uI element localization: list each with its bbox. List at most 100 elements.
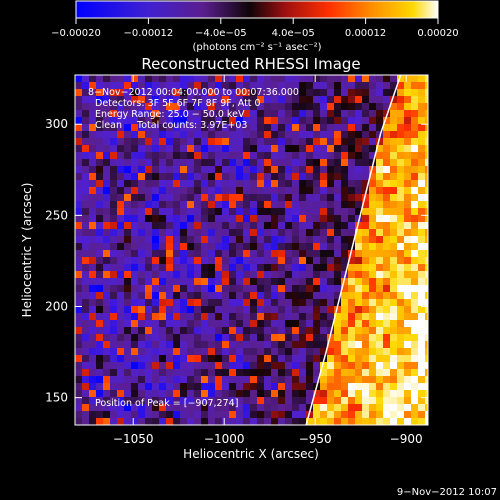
heatmap-cell xyxy=(103,341,111,349)
heatmap-cell xyxy=(131,355,139,363)
heatmap-cell xyxy=(166,292,174,300)
heatmap-cell xyxy=(418,418,426,425)
heatmap-cell xyxy=(355,131,363,139)
heatmap-cell xyxy=(369,201,377,209)
heatmap-cell xyxy=(222,278,230,286)
heatmap-cell xyxy=(292,348,300,356)
heatmap-cell xyxy=(173,299,181,307)
heatmap-cell xyxy=(334,334,342,342)
heatmap-cell xyxy=(243,236,251,244)
heatmap-cell xyxy=(110,166,118,174)
heatmap-cell xyxy=(285,271,293,279)
heatmap-cell xyxy=(215,313,223,321)
heatmap-cell xyxy=(110,292,118,300)
heatmap-cell xyxy=(159,110,167,118)
heatmap-cell xyxy=(96,362,104,370)
heatmap-cell xyxy=(334,159,342,167)
heatmap-cell xyxy=(96,341,104,349)
heatmap-cell xyxy=(180,411,188,419)
heatmap-cell xyxy=(201,334,209,342)
heatmap-cell xyxy=(229,222,237,230)
heatmap-cell xyxy=(397,131,405,139)
heatmap-cell xyxy=(222,89,230,97)
heatmap-cell xyxy=(369,306,377,314)
x-tick-label: −1000 xyxy=(204,432,245,446)
heatmap-cell xyxy=(145,271,153,279)
heatmap-cell xyxy=(103,390,111,398)
heatmap-cell xyxy=(327,138,335,146)
heatmap-cell xyxy=(82,250,90,258)
heatmap-cell xyxy=(103,362,111,370)
heatmap-cell xyxy=(320,236,328,244)
y-tick-label: 300 xyxy=(45,117,68,131)
heatmap-cell xyxy=(341,222,349,230)
heatmap-cell xyxy=(397,257,405,265)
heatmap-cell xyxy=(131,96,139,104)
heatmap-cell xyxy=(397,243,405,251)
heatmap-cell xyxy=(173,383,181,391)
heatmap-cell xyxy=(166,404,174,412)
heatmap-cell xyxy=(222,313,230,321)
heatmap-cell xyxy=(201,327,209,335)
heatmap-cell xyxy=(194,306,202,314)
heatmap-cell xyxy=(96,103,104,111)
heatmap-cell xyxy=(159,236,167,244)
heatmap-cell xyxy=(208,320,216,328)
heatmap-cell xyxy=(75,208,83,216)
heatmap-cell xyxy=(362,131,370,139)
heatmap-cell xyxy=(96,159,104,167)
heatmap-cell xyxy=(278,110,286,118)
heatmap-cell xyxy=(159,320,167,328)
heatmap-cell xyxy=(152,152,160,160)
heatmap-cell xyxy=(173,278,181,286)
heatmap-cell xyxy=(96,404,104,412)
heatmap-cell xyxy=(362,271,370,279)
heatmap-cell xyxy=(397,334,405,342)
heatmap-cell xyxy=(278,180,286,188)
heatmap-cell xyxy=(257,243,265,251)
heatmap-cell xyxy=(229,103,237,111)
heatmap-cell xyxy=(159,355,167,363)
heatmap-cell xyxy=(299,138,307,146)
heatmap-cell xyxy=(418,180,426,188)
heatmap-cell xyxy=(418,362,426,370)
heatmap-cell xyxy=(355,327,363,335)
heatmap-cell xyxy=(362,334,370,342)
heatmap-cell xyxy=(215,75,223,83)
heatmap-cell xyxy=(243,89,251,97)
heatmap-cell xyxy=(110,383,118,391)
heatmap-cell xyxy=(250,355,258,363)
heatmap-cell xyxy=(180,390,188,398)
heatmap-cell xyxy=(285,131,293,139)
heatmap-cell xyxy=(152,208,160,216)
heatmap-cell xyxy=(173,173,181,181)
heatmap-cell xyxy=(117,215,125,223)
heatmap-cell xyxy=(397,348,405,356)
heatmap-cell xyxy=(250,390,258,398)
heatmap-cell xyxy=(180,383,188,391)
heatmap-cell xyxy=(166,411,174,419)
heatmap-cell xyxy=(89,194,97,202)
heatmap-cell xyxy=(411,145,419,153)
heatmap-cell xyxy=(369,215,377,223)
heatmap-cell xyxy=(229,299,237,307)
heatmap-cell xyxy=(180,243,188,251)
heatmap-cell xyxy=(236,313,244,321)
heatmap-cell xyxy=(222,264,230,272)
heatmap-cell xyxy=(103,355,111,363)
heatmap-cell xyxy=(257,327,265,335)
heatmap-cell xyxy=(383,411,391,419)
heatmap-cell xyxy=(390,145,398,153)
heatmap-cell xyxy=(194,138,202,146)
heatmap-cell xyxy=(292,145,300,153)
heatmap-cell xyxy=(418,313,426,321)
heatmap-cell xyxy=(411,320,419,328)
heatmap-cell xyxy=(320,96,328,104)
heatmap-cell xyxy=(229,215,237,223)
heatmap-cell xyxy=(145,313,153,321)
heatmap-cell xyxy=(306,271,314,279)
heatmap-cell xyxy=(362,243,370,251)
heatmap-cell xyxy=(222,201,230,209)
heatmap-cell xyxy=(404,404,412,412)
heatmap-cell xyxy=(152,250,160,258)
